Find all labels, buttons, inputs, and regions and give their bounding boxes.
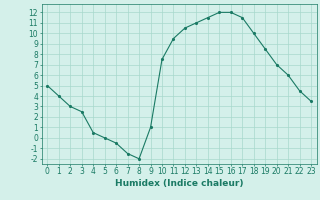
X-axis label: Humidex (Indice chaleur): Humidex (Indice chaleur) [115,179,244,188]
